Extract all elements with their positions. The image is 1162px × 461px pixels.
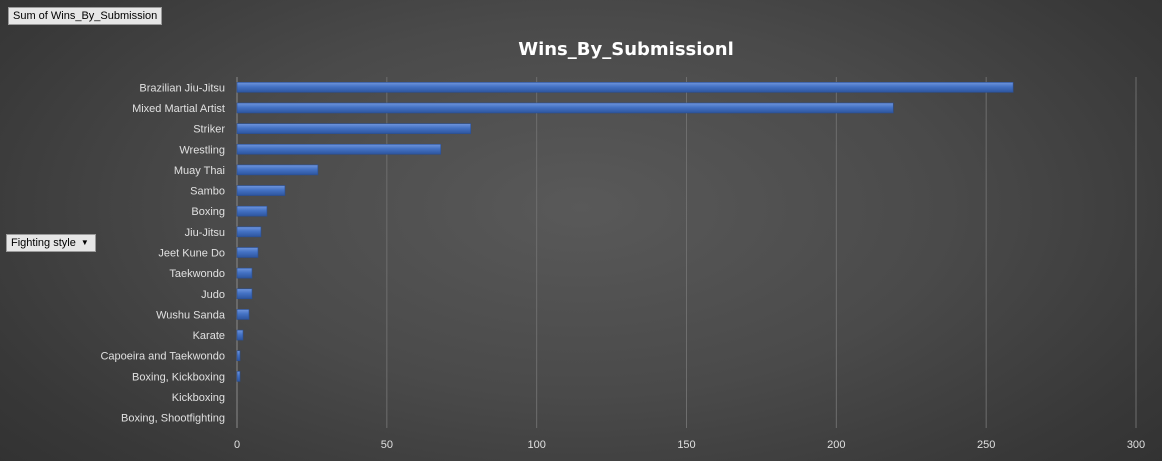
bar — [236, 350, 241, 362]
x-tick-label: 300 — [1127, 439, 1145, 451]
bar — [236, 205, 268, 217]
category-label: Jeet Kune Do — [158, 248, 225, 260]
category-label: Boxing, Shootfighting — [121, 413, 225, 425]
bar — [236, 267, 253, 279]
category-label: Wrestling — [179, 144, 225, 156]
category-label: Kickboxing — [172, 392, 225, 404]
bar — [236, 288, 253, 300]
category-label: Brazilian Jiu-Jitsu — [139, 82, 225, 94]
chart-title: Wins_By_Submissionl — [518, 39, 734, 60]
category-label: Judo — [201, 289, 225, 301]
bar — [236, 329, 244, 341]
x-tick-label: 100 — [527, 439, 545, 451]
category-label: Sambo — [190, 186, 225, 198]
bar — [236, 102, 894, 114]
category-label: Boxing — [191, 206, 225, 218]
bar — [236, 371, 241, 382]
bar — [236, 123, 472, 134]
category-label: Capoeira and Taekwondo — [100, 351, 225, 363]
row-field-filter-button[interactable]: Fighting style ▼ — [6, 234, 96, 252]
bar — [236, 185, 286, 196]
bar — [236, 164, 319, 176]
category-label: Striker — [193, 124, 225, 136]
category-label: Wushu Sanda — [156, 309, 226, 321]
category-label: Taekwondo — [169, 268, 225, 280]
bar — [236, 143, 442, 155]
category-label: Jiu-Jitsu — [185, 227, 225, 239]
category-label: Mixed Martial Artist — [132, 103, 225, 115]
bar — [236, 309, 250, 320]
category-label: Karate — [193, 330, 225, 342]
category-axis: Brazilian Jiu-Jitsu Mixed Martial Artist S… — [100, 82, 225, 424]
gridlines — [236, 77, 1137, 428]
value-field-button[interactable]: Sum of Wins_By_Submission — [8, 7, 163, 25]
row-field-label: Fighting style — [11, 237, 76, 249]
dropdown-arrow-icon[interactable]: ▼ — [80, 238, 89, 247]
category-label: Muay Thai — [174, 165, 225, 177]
bar — [236, 82, 1014, 93]
x-tick-label: 50 — [381, 439, 393, 451]
bar — [236, 226, 262, 238]
category-label: Boxing, Kickboxing — [132, 371, 225, 383]
bars — [236, 82, 1014, 382]
x-tick-label: 150 — [677, 439, 695, 451]
value-axis: 0 50 100 150 200 250 300 — [234, 439, 1145, 451]
x-tick-label: 200 — [827, 439, 845, 451]
x-tick-label: 0 — [234, 439, 240, 451]
bar — [236, 247, 259, 258]
x-tick-label: 250 — [977, 439, 995, 451]
